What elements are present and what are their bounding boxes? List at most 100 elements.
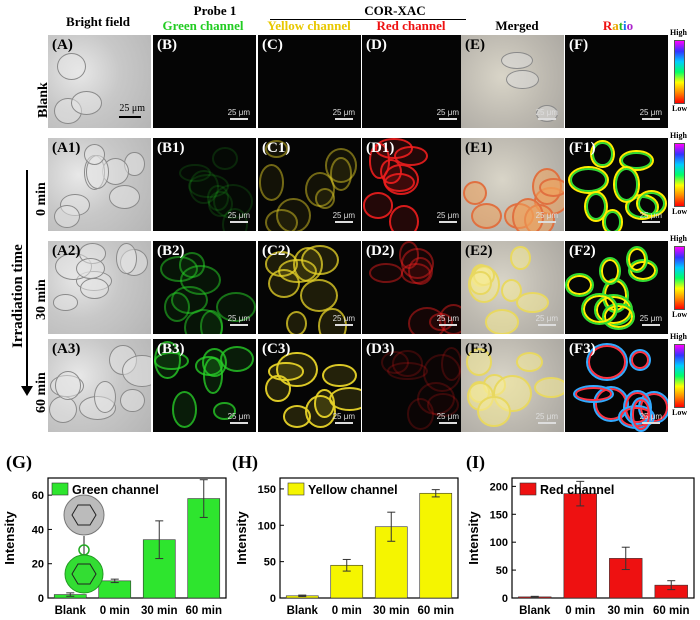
cell	[52, 294, 79, 311]
cell	[398, 241, 419, 269]
chart-green-intensity: 0 20 40 60 Intensity Blank 0 min 30 min 60 min Gr…	[2, 477, 227, 617]
cell	[80, 277, 109, 299]
cell	[108, 185, 140, 210]
scale-bar	[538, 422, 556, 424]
cell	[583, 191, 608, 223]
cell	[276, 351, 318, 388]
cell	[581, 293, 619, 326]
scale-bar-label: 25 μm	[436, 412, 459, 421]
bar	[98, 580, 132, 599]
cell	[75, 257, 106, 280]
x-tick-label: 60 min	[186, 605, 222, 617]
x-tick-label: 30 min	[608, 605, 644, 617]
panel-label: (F3)	[569, 341, 596, 357]
cell	[515, 351, 544, 372]
micrograph-c2: (C2) 25 μm	[258, 241, 361, 334]
legend-label: Red channel	[540, 483, 614, 497]
y-tick-label: 150	[490, 509, 508, 521]
panel-label: (C1)	[262, 140, 291, 156]
cell	[484, 309, 519, 334]
micrograph-d: (D) 25 μm	[362, 35, 465, 128]
y-tick-label: 0	[502, 593, 508, 605]
y-axis-label: Intensity	[234, 511, 249, 565]
cell	[619, 150, 654, 172]
cell	[314, 188, 336, 210]
colorbar-low-label: Low	[672, 104, 688, 113]
panel-label: (D2)	[366, 243, 395, 259]
cell	[154, 340, 181, 379]
cell	[207, 191, 233, 217]
micrograph-b3: (B3) 25 μm	[153, 339, 256, 432]
panel-label: (D1)	[366, 140, 395, 156]
cell	[201, 347, 227, 377]
plot-frame	[279, 477, 459, 599]
colorbar-high-label: High	[670, 332, 687, 341]
cell	[57, 52, 87, 80]
chart-yellow-intensity: 0 50 100 150 Intensity Blank 0 min 30 min 60 min…	[234, 477, 459, 617]
micrograph-a3: (A3)	[48, 339, 151, 432]
scale-bar	[230, 324, 248, 326]
cell	[383, 163, 420, 195]
legend-swatch	[519, 482, 537, 496]
panel-label: (C3)	[262, 341, 291, 357]
scale-bar-label: 25 μm	[436, 211, 459, 220]
scale-bar	[538, 221, 556, 223]
cell	[178, 163, 212, 183]
cell	[216, 291, 256, 323]
panel-label: (E)	[465, 37, 485, 53]
micrograph-e3: (E3) 25 μm	[461, 339, 564, 432]
y-tick-label: 100	[490, 537, 508, 549]
micrograph-a1: (A1)	[48, 138, 151, 231]
cell	[469, 270, 492, 296]
micrograph-f1: (F1) 25 μm	[565, 138, 668, 231]
micrograph-f3: (F3) 25 μm	[565, 339, 668, 432]
y-axis-label: Intensity	[2, 511, 17, 565]
y-axis-label: Intensity	[466, 511, 481, 565]
x-tick-label: 30 min	[373, 605, 409, 617]
micrograph-d2: (D2) 25 μm	[362, 241, 465, 334]
cell	[122, 355, 151, 388]
cell	[84, 144, 105, 165]
cell	[394, 145, 428, 166]
cell	[476, 395, 511, 427]
y-tick-label: 0	[38, 593, 44, 605]
micrograph-c: (C) 25 μm	[258, 35, 361, 128]
scale-bar-label: 25 μm	[227, 412, 250, 421]
scale-bar-label: 25 μm	[639, 211, 662, 220]
cell	[515, 291, 549, 313]
cell	[416, 381, 456, 415]
cell	[369, 262, 403, 283]
scale-bar-label: 25 μm	[227, 211, 250, 220]
cell	[510, 245, 531, 270]
panel-label: (F1)	[569, 140, 596, 156]
colorbar	[674, 344, 685, 408]
y-tick-label: 50	[264, 557, 276, 569]
cell	[538, 177, 564, 198]
colorbar-low-label: Low	[672, 408, 688, 417]
scale-bar-label: 25 μm	[639, 108, 662, 117]
micrograph-d1: (D1) 25 μm	[362, 138, 465, 231]
cell	[536, 104, 558, 122]
colorbar	[674, 143, 685, 207]
scale-bar	[439, 118, 457, 120]
micrograph-e1: (E1) 25 μm	[461, 138, 564, 231]
panel-label: (D3)	[366, 341, 395, 357]
scale-bar	[119, 116, 141, 118]
cell	[362, 192, 394, 219]
micrograph-a: (A) 25 μm	[48, 35, 151, 128]
colorbar	[674, 246, 685, 310]
micrograph-b: (B) 25 μm	[153, 35, 256, 128]
chart-label-g: (G)	[6, 452, 32, 472]
scale-bar	[642, 422, 660, 424]
cell	[590, 139, 615, 169]
scale-bar-label: 25 μm	[535, 314, 558, 323]
y-tick-label: 0	[270, 593, 276, 605]
cell	[301, 244, 340, 276]
panel-label: (F)	[569, 37, 589, 53]
cell	[163, 292, 190, 322]
cell	[212, 401, 236, 420]
molecule-probe-icon	[63, 494, 105, 536]
cell	[264, 139, 289, 159]
scale-bar	[335, 221, 353, 223]
x-tick-label: 0 min	[100, 605, 130, 617]
